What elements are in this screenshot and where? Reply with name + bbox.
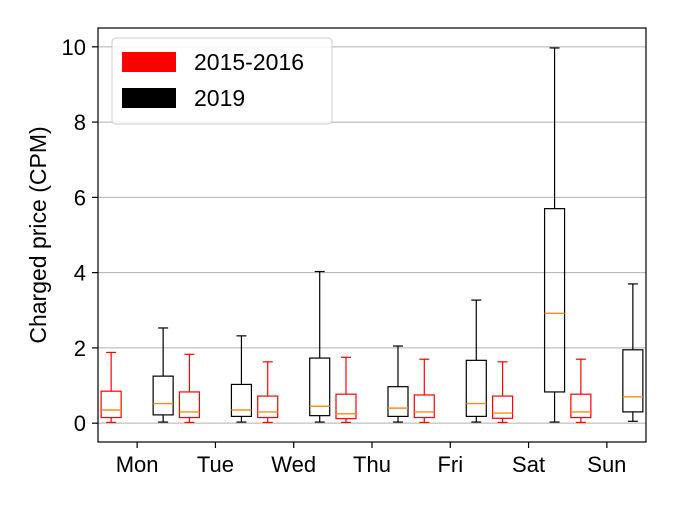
x-tick-label: Sat [512, 452, 545, 477]
iqr-box [465, 359, 487, 418]
iqr-box [335, 393, 357, 420]
legend-swatch [122, 52, 176, 72]
y-tick-label: 0 [74, 411, 86, 436]
iqr-box [387, 386, 409, 418]
legend: 2015-2016 2019 [111, 37, 333, 125]
box-Sat [491, 361, 514, 424]
box-series-layer [100, 47, 644, 424]
y-tick-label: 4 [74, 261, 86, 286]
series-2019 [152, 47, 644, 423]
box-Fri [465, 299, 487, 423]
y-axis-ticks: 0 2 4 6 8 10 [62, 35, 98, 436]
y-axis-label: Charged price (CPM) [25, 126, 51, 343]
y-tick-label: 2 [74, 336, 86, 361]
box-Tue [230, 335, 253, 423]
iqr-box [491, 395, 514, 419]
iqr-box [152, 375, 174, 416]
box-Sun [570, 358, 592, 424]
y-tick-label: 8 [74, 110, 86, 135]
iqr-box [543, 208, 566, 393]
box-Mon [100, 351, 122, 424]
legend-label: 2015-2016 [194, 49, 304, 75]
x-tick-label: Thu [353, 452, 391, 477]
y-tick-label: 6 [74, 185, 86, 210]
box-Wed [257, 361, 279, 424]
box-Mon [152, 327, 174, 423]
x-tick-label: Wed [271, 452, 316, 477]
iqr-box [622, 349, 644, 413]
series-2015-2016 [100, 351, 592, 424]
iqr-box [257, 395, 279, 419]
iqr-box [178, 391, 201, 419]
x-tick-label: Tue [197, 452, 234, 477]
legend-label: 2019 [194, 85, 245, 111]
x-tick-label: Fri [437, 452, 463, 477]
box-Sun [622, 283, 644, 422]
iqr-box [230, 383, 253, 418]
iqr-box [570, 393, 592, 419]
x-tick-label: Mon [116, 452, 159, 477]
box-Tue [178, 353, 201, 424]
x-tick-label: Sun [587, 452, 626, 477]
box-Sat [543, 47, 566, 423]
y-tick-label: 10 [62, 35, 86, 60]
x-axis-ticks: Mon Tue Wed Thu Fri Sat Sun [116, 442, 626, 477]
legend-swatch [122, 88, 176, 108]
iqr-box [413, 394, 435, 419]
box-Thu [387, 345, 409, 423]
iqr-box [309, 357, 331, 417]
box-Wed [309, 270, 331, 423]
box-Fri [413, 358, 435, 424]
iqr-box [100, 390, 122, 419]
box-Thu [335, 356, 357, 424]
